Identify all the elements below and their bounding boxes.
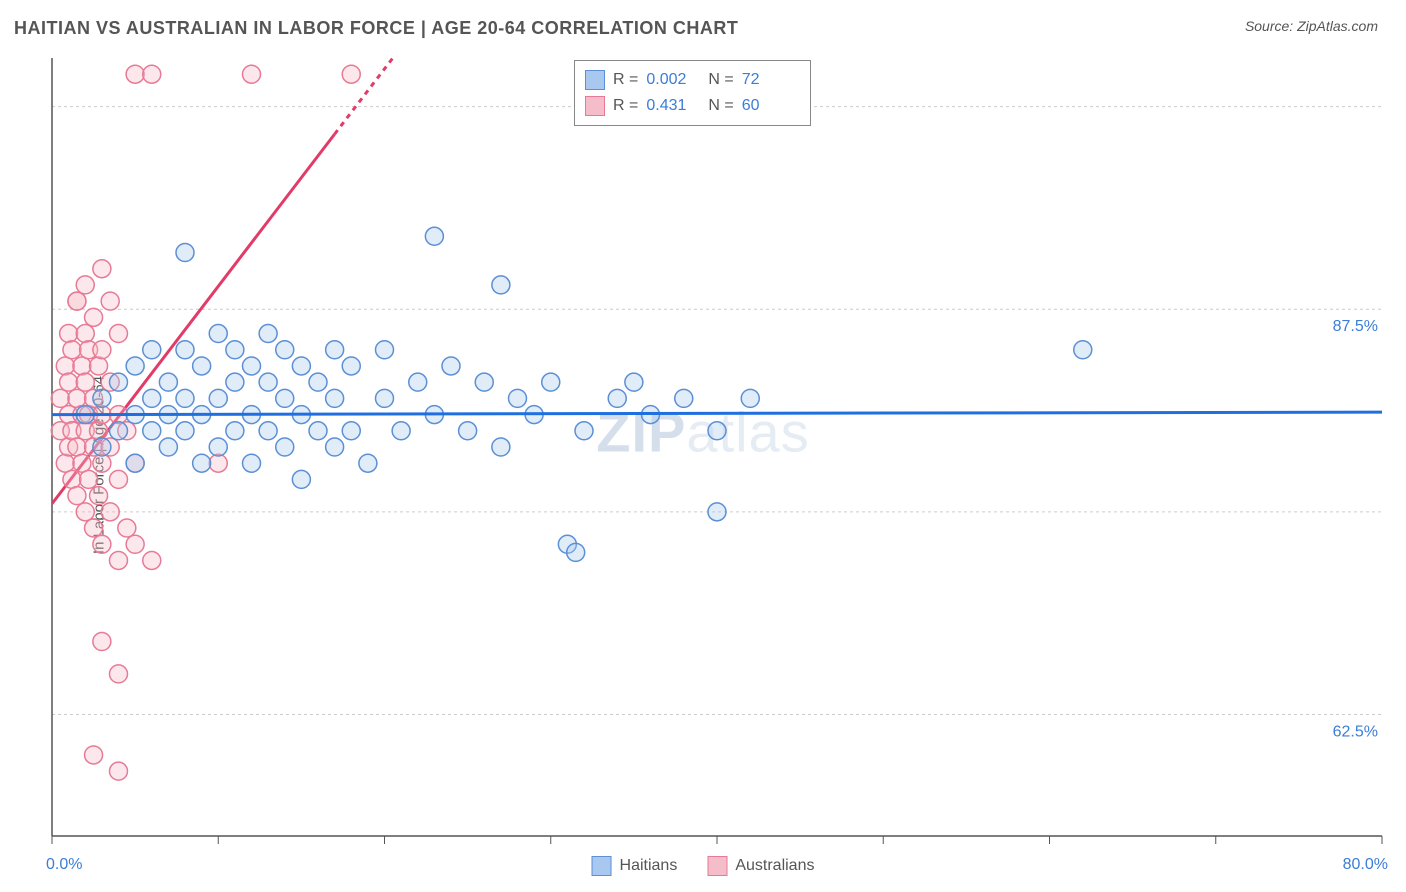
legend-label-australians: Australians [735,857,814,875]
source-name: ZipAtlas.com [1297,18,1378,34]
svg-text:87.5%: 87.5% [1333,318,1378,335]
legend-item-haitians: Haitians [592,856,678,876]
chart-title: HAITIAN VS AUSTRALIAN IN LABOR FORCE | A… [14,18,738,39]
legend-label-haitians: Haitians [620,857,678,875]
scatter-plot: 62.5% 87.5% [14,52,1392,878]
stat-label-r: R = [613,71,638,89]
r-value-australians: 0.431 [646,97,700,115]
swatch-australians [707,856,727,876]
chart-area: In Labor Force | Age 20-64 ZIPatlas 62.5… [14,52,1392,878]
correlation-legend: R = 0.002 N = 72 R = 0.431 N = 60 [574,60,811,126]
svg-text:62.5%: 62.5% [1333,723,1378,740]
source-prefix: Source: [1245,18,1297,34]
source-attribution: Source: ZipAtlas.com [1245,18,1378,34]
chart-header: HAITIAN VS AUSTRALIAN IN LABOR FORCE | A… [0,0,1406,49]
stat-label-r: R = [613,97,638,115]
n-value-haitians: 72 [742,71,796,89]
swatch-australians [585,96,605,116]
series-legend: Haitians Australians [592,856,815,876]
r-value-haitians: 0.002 [646,71,700,89]
x-tick-label-max: 80.0% [1343,856,1388,874]
stat-label-n: N = [708,97,733,115]
legend-row-haitians: R = 0.002 N = 72 [585,67,796,93]
n-value-australians: 60 [742,97,796,115]
x-tick-label-min: 0.0% [46,856,82,874]
stat-label-n: N = [708,71,733,89]
swatch-haitians [585,70,605,90]
legend-row-australians: R = 0.431 N = 60 [585,93,796,119]
swatch-haitians [592,856,612,876]
legend-item-australians: Australians [707,856,814,876]
